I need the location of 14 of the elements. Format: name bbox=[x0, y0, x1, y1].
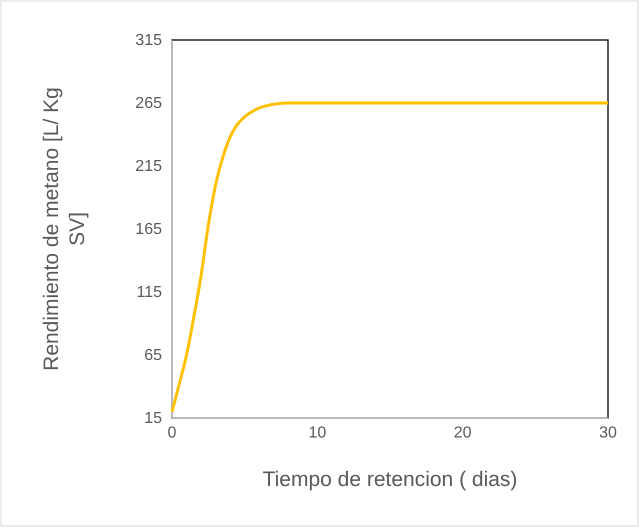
x-tick-label: 20 bbox=[454, 424, 472, 442]
y-tick-label: 265 bbox=[135, 95, 162, 112]
x-tick-label: 10 bbox=[308, 424, 326, 442]
y-tick-label: 165 bbox=[135, 221, 162, 238]
x-tick-label: 30 bbox=[599, 424, 617, 442]
y-tick-label: 215 bbox=[135, 158, 162, 176]
y-tick-label: 15 bbox=[144, 410, 162, 428]
y-tick-label: 315 bbox=[135, 32, 162, 50]
x-axis-title: Tiempo de retencion ( dias) bbox=[262, 468, 518, 491]
line-series bbox=[170, 102, 610, 414]
y-tick-label: 115 bbox=[136, 284, 162, 302]
x-tick-label: 0 bbox=[168, 424, 177, 442]
y-axis-title: Rendimiento de metano [L/ Kg SV] bbox=[40, 87, 89, 371]
y-tick-label: 65 bbox=[144, 347, 162, 364]
